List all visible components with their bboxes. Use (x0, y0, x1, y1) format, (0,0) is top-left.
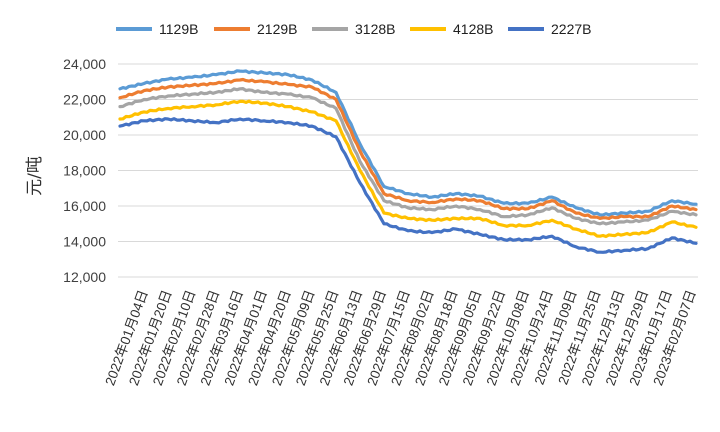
series-lines (118, 69, 698, 254)
x-axis: 2022年01月04日2022年01月20日2022年02月10日2022年02… (102, 288, 698, 388)
y-tick-label: 18,000 (63, 163, 106, 179)
y-tick-label: 16,000 (63, 198, 106, 214)
y-tick-label: 14,000 (63, 234, 106, 250)
y-tick-label: 24,000 (63, 56, 106, 72)
series-line-2129B (118, 77, 698, 221)
watermark-text: 头条 @掌上农服 (606, 403, 708, 420)
legend-label-1129B: 1129B (159, 21, 198, 37)
y-tick-label: 22,000 (63, 92, 106, 108)
legend-label-3128B: 3128B (355, 21, 395, 37)
y-axis: 12,000 14,000 16,000 18,000 20,000 22,000 24,0… (63, 56, 106, 285)
y-tick-label: 12,000 (63, 269, 106, 285)
series-line-1129B (118, 69, 698, 217)
legend-label-2129B: 2129B (257, 21, 297, 37)
grid (118, 63, 698, 278)
series-line-3128B (118, 86, 698, 226)
legend: 1129B 2129B 3128B 4128B 2227B (116, 21, 591, 37)
series-line-2227B (118, 117, 698, 254)
series-line-4128B (118, 99, 698, 239)
legend-label-4128B: 4128B (453, 21, 493, 37)
legend-label-2227B: 2227B (551, 21, 591, 37)
y-axis-title: 元/吨 (25, 156, 45, 196)
watermark: 头条 @掌上农服 (606, 403, 708, 420)
y-tick-label: 20,000 (63, 127, 106, 143)
